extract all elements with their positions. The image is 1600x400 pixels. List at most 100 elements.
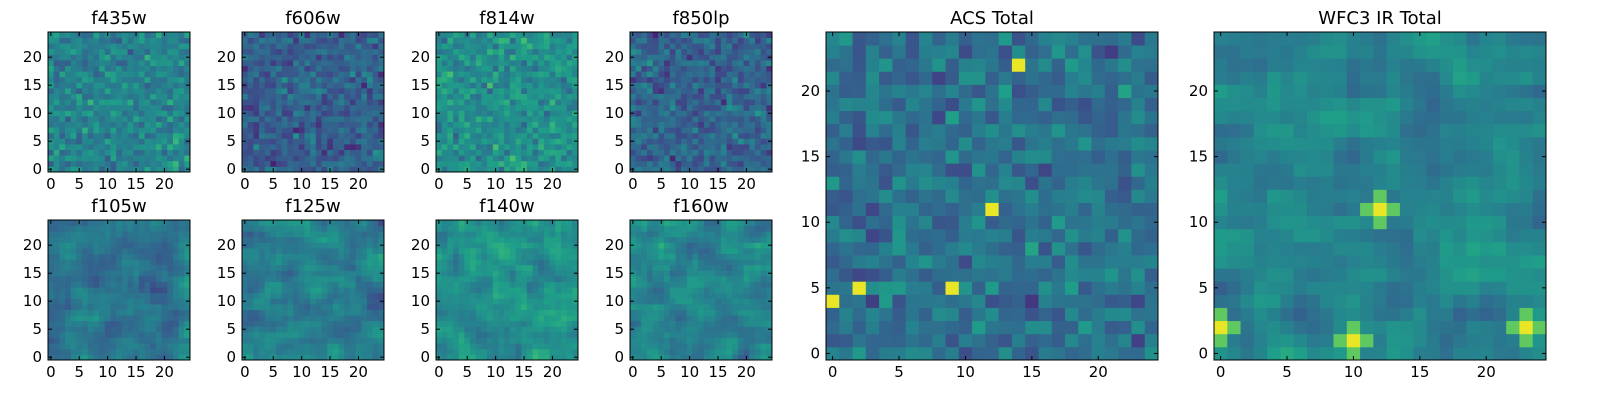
heatmap-cell [247, 292, 254, 299]
heatmap-cell [321, 43, 328, 50]
heatmap-cell [133, 276, 140, 282]
heatmap-cell [150, 304, 157, 310]
heatmap-cell [178, 71, 185, 78]
heatmap-cell [349, 220, 356, 226]
heatmap-cell [658, 116, 665, 122]
heatmap-cell [498, 326, 505, 333]
heatmap-cell [127, 242, 134, 249]
heatmap-cell [144, 343, 151, 350]
heatmap-cell [481, 343, 488, 350]
heatmap-cell [498, 138, 505, 145]
heatmap-cell [635, 132, 642, 139]
heatmap-cell [515, 292, 522, 299]
heatmap-cell [698, 354, 705, 361]
heatmap-cell [104, 82, 111, 89]
heatmap-cell [487, 332, 494, 338]
heatmap-cell [93, 160, 100, 167]
heatmap-cell [349, 104, 356, 111]
heatmap-cell [572, 332, 579, 338]
heatmap-cell [572, 231, 579, 238]
heatmap-cell [560, 121, 568, 128]
heatmap-cell [70, 348, 77, 355]
heatmap-cell [87, 236, 94, 243]
heatmap-cell [361, 298, 368, 305]
heatmap-cell [116, 155, 123, 162]
heatmap-cell [167, 348, 174, 355]
heatmap-cell [647, 337, 654, 344]
heatmap-cell [242, 127, 249, 134]
heatmap-cell [560, 259, 568, 266]
heatmap-cell [99, 48, 106, 55]
heatmap-cell [732, 281, 739, 288]
heatmap-cell [515, 93, 522, 100]
heatmap-cell [361, 88, 368, 94]
heatmap-cell [521, 326, 528, 333]
heatmap-cell [366, 48, 374, 55]
heatmap-cells [436, 32, 579, 173]
heatmap-cell [464, 65, 471, 72]
heatmap-cell [549, 99, 556, 106]
heatmap-cell [658, 281, 665, 288]
heatmap-cell [298, 110, 305, 117]
heatmap-cell [698, 287, 705, 294]
heatmap-cell [150, 48, 157, 55]
heatmap-cell [498, 127, 505, 134]
heatmap-cell [178, 242, 185, 249]
heatmap-cell [709, 37, 716, 44]
heatmap-cell [127, 37, 134, 44]
heatmap-cell [572, 144, 579, 150]
heatmap-cell [276, 298, 283, 305]
heatmap-cell [658, 48, 665, 55]
heatmap-cell [492, 48, 499, 55]
heatmap-cell [155, 276, 162, 282]
heatmap-cell [298, 253, 305, 260]
heatmap-cell [242, 259, 249, 266]
heatmap-cell [65, 270, 72, 277]
heatmap-cell [436, 264, 443, 271]
heatmap-cell [332, 48, 339, 55]
heatmap-cell [470, 264, 477, 271]
heatmap-cell [349, 304, 356, 310]
heatmap-cell [509, 264, 516, 271]
heatmap-cell [293, 298, 300, 305]
heatmap-cell [366, 93, 374, 100]
heatmap-cell [144, 337, 151, 344]
heatmap-cell [298, 43, 305, 50]
heatmap-cell [87, 264, 94, 271]
heatmap-cell [498, 264, 505, 271]
heatmap-cell [110, 231, 117, 238]
heatmap-cell [247, 242, 254, 249]
heatmap-cell [281, 220, 288, 226]
heatmap-cell [509, 99, 516, 106]
heatmap-cell [532, 88, 539, 94]
heatmap-cell [720, 60, 727, 66]
heatmap-cell [65, 309, 72, 316]
heatmap-cell [332, 166, 339, 173]
heatmap-cell [681, 32, 688, 38]
heatmap-cell [172, 231, 180, 238]
heatmap-cell [281, 225, 288, 232]
heatmap-cell [270, 348, 277, 355]
heatmap-cell [355, 65, 362, 72]
heatmap-cell [276, 149, 283, 156]
heatmap-cell [247, 149, 254, 156]
heatmap-cell [526, 71, 533, 78]
heatmap-cell [99, 281, 106, 288]
heatmap-cell [458, 160, 465, 167]
heatmap-cell [287, 99, 294, 106]
heatmap-cell [247, 309, 254, 316]
heatmap-cell [566, 88, 573, 94]
heatmap-cell [121, 337, 128, 344]
heatmap-cell [378, 144, 385, 150]
heatmap-cell [475, 88, 482, 94]
heatmap-cell [76, 54, 83, 61]
heatmap-cell [310, 270, 317, 277]
heatmap-cell [635, 71, 642, 78]
heatmap-cell [253, 320, 260, 327]
heatmap-cell [270, 326, 277, 333]
heatmap-cell [720, 71, 727, 78]
heatmap-cell [453, 236, 460, 243]
heatmap-cell [509, 253, 516, 260]
heatmap-cell [144, 320, 151, 327]
heatmap-cell [572, 149, 579, 156]
